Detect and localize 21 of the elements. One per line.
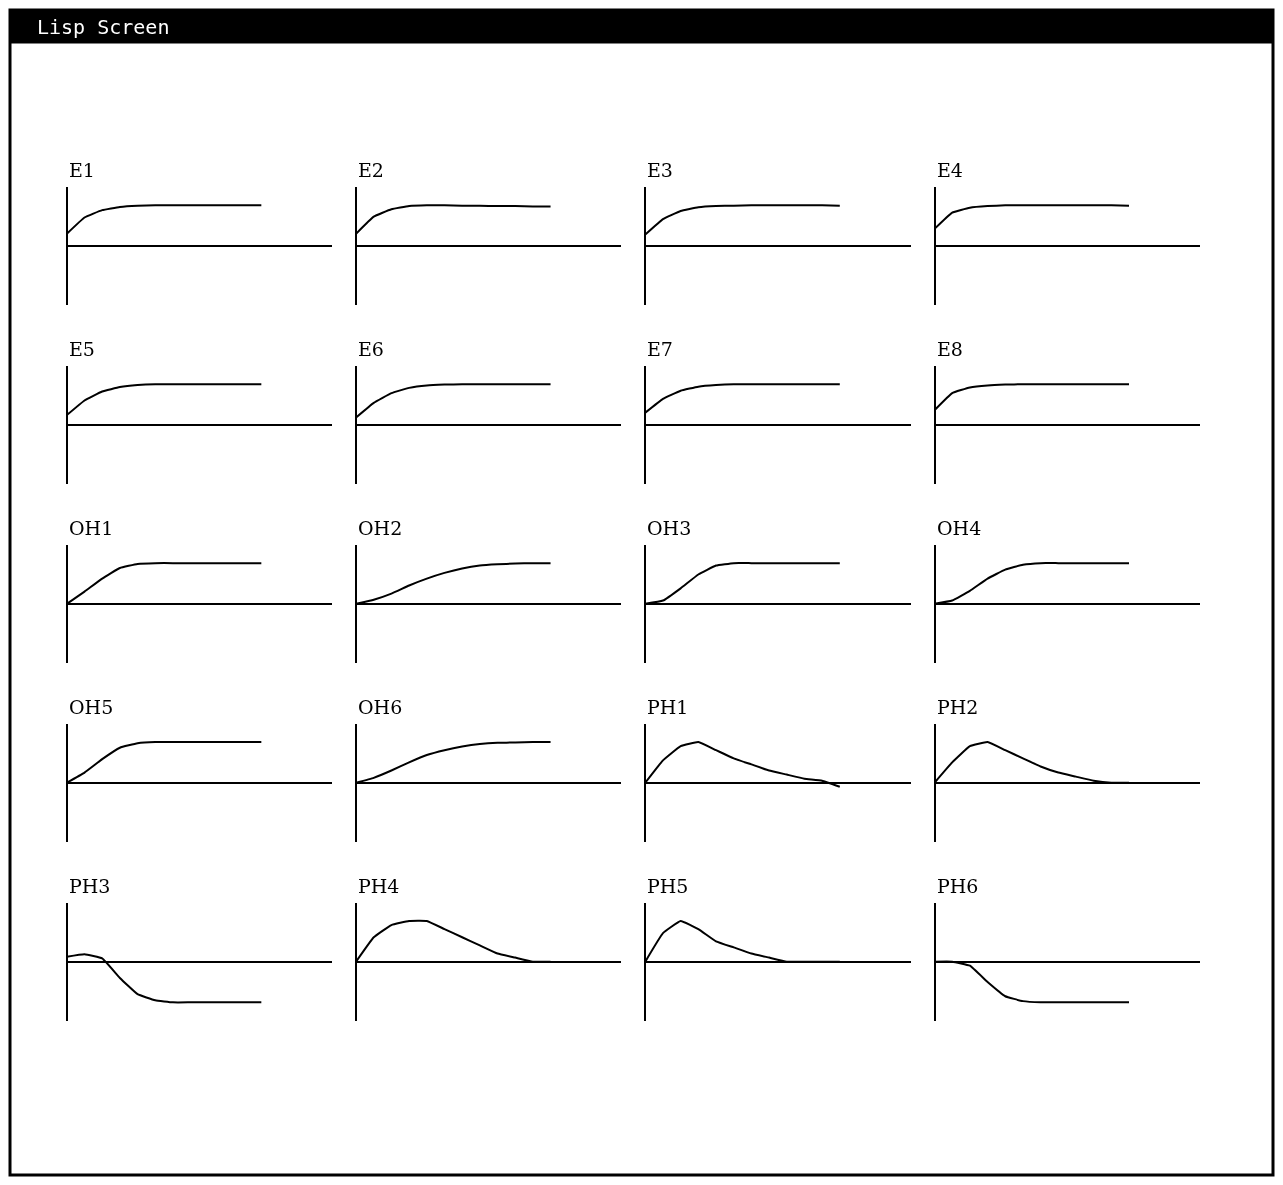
- chart-title: PH6: [937, 875, 979, 897]
- chart-title: OH3: [647, 517, 692, 539]
- chart-title: E8: [937, 338, 963, 360]
- chart-title: OH4: [937, 517, 982, 539]
- chart-title: PH4: [358, 875, 400, 897]
- chart-title: OH6: [358, 696, 403, 718]
- chart-title: E2: [358, 159, 384, 181]
- chart-title: PH1: [647, 696, 689, 718]
- chart-title: E7: [647, 338, 673, 360]
- chart-title: PH3: [69, 875, 111, 897]
- chart-title: PH5: [647, 875, 689, 897]
- chart-title: E4: [937, 159, 963, 181]
- chart-title: E1: [69, 159, 95, 181]
- text: Lisp Screen: [37, 15, 170, 39]
- chart-title: E3: [647, 159, 673, 181]
- chart-title: E6: [358, 338, 384, 360]
- chart-title: PH2: [937, 696, 979, 718]
- chart-title: OH5: [69, 696, 114, 718]
- chart-title: OH1: [69, 517, 114, 539]
- chart-title: E5: [69, 338, 95, 360]
- chart-title: OH2: [358, 517, 403, 539]
